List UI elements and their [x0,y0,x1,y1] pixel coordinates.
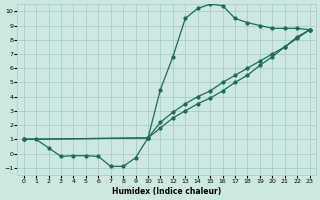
X-axis label: Humidex (Indice chaleur): Humidex (Indice chaleur) [112,187,221,196]
